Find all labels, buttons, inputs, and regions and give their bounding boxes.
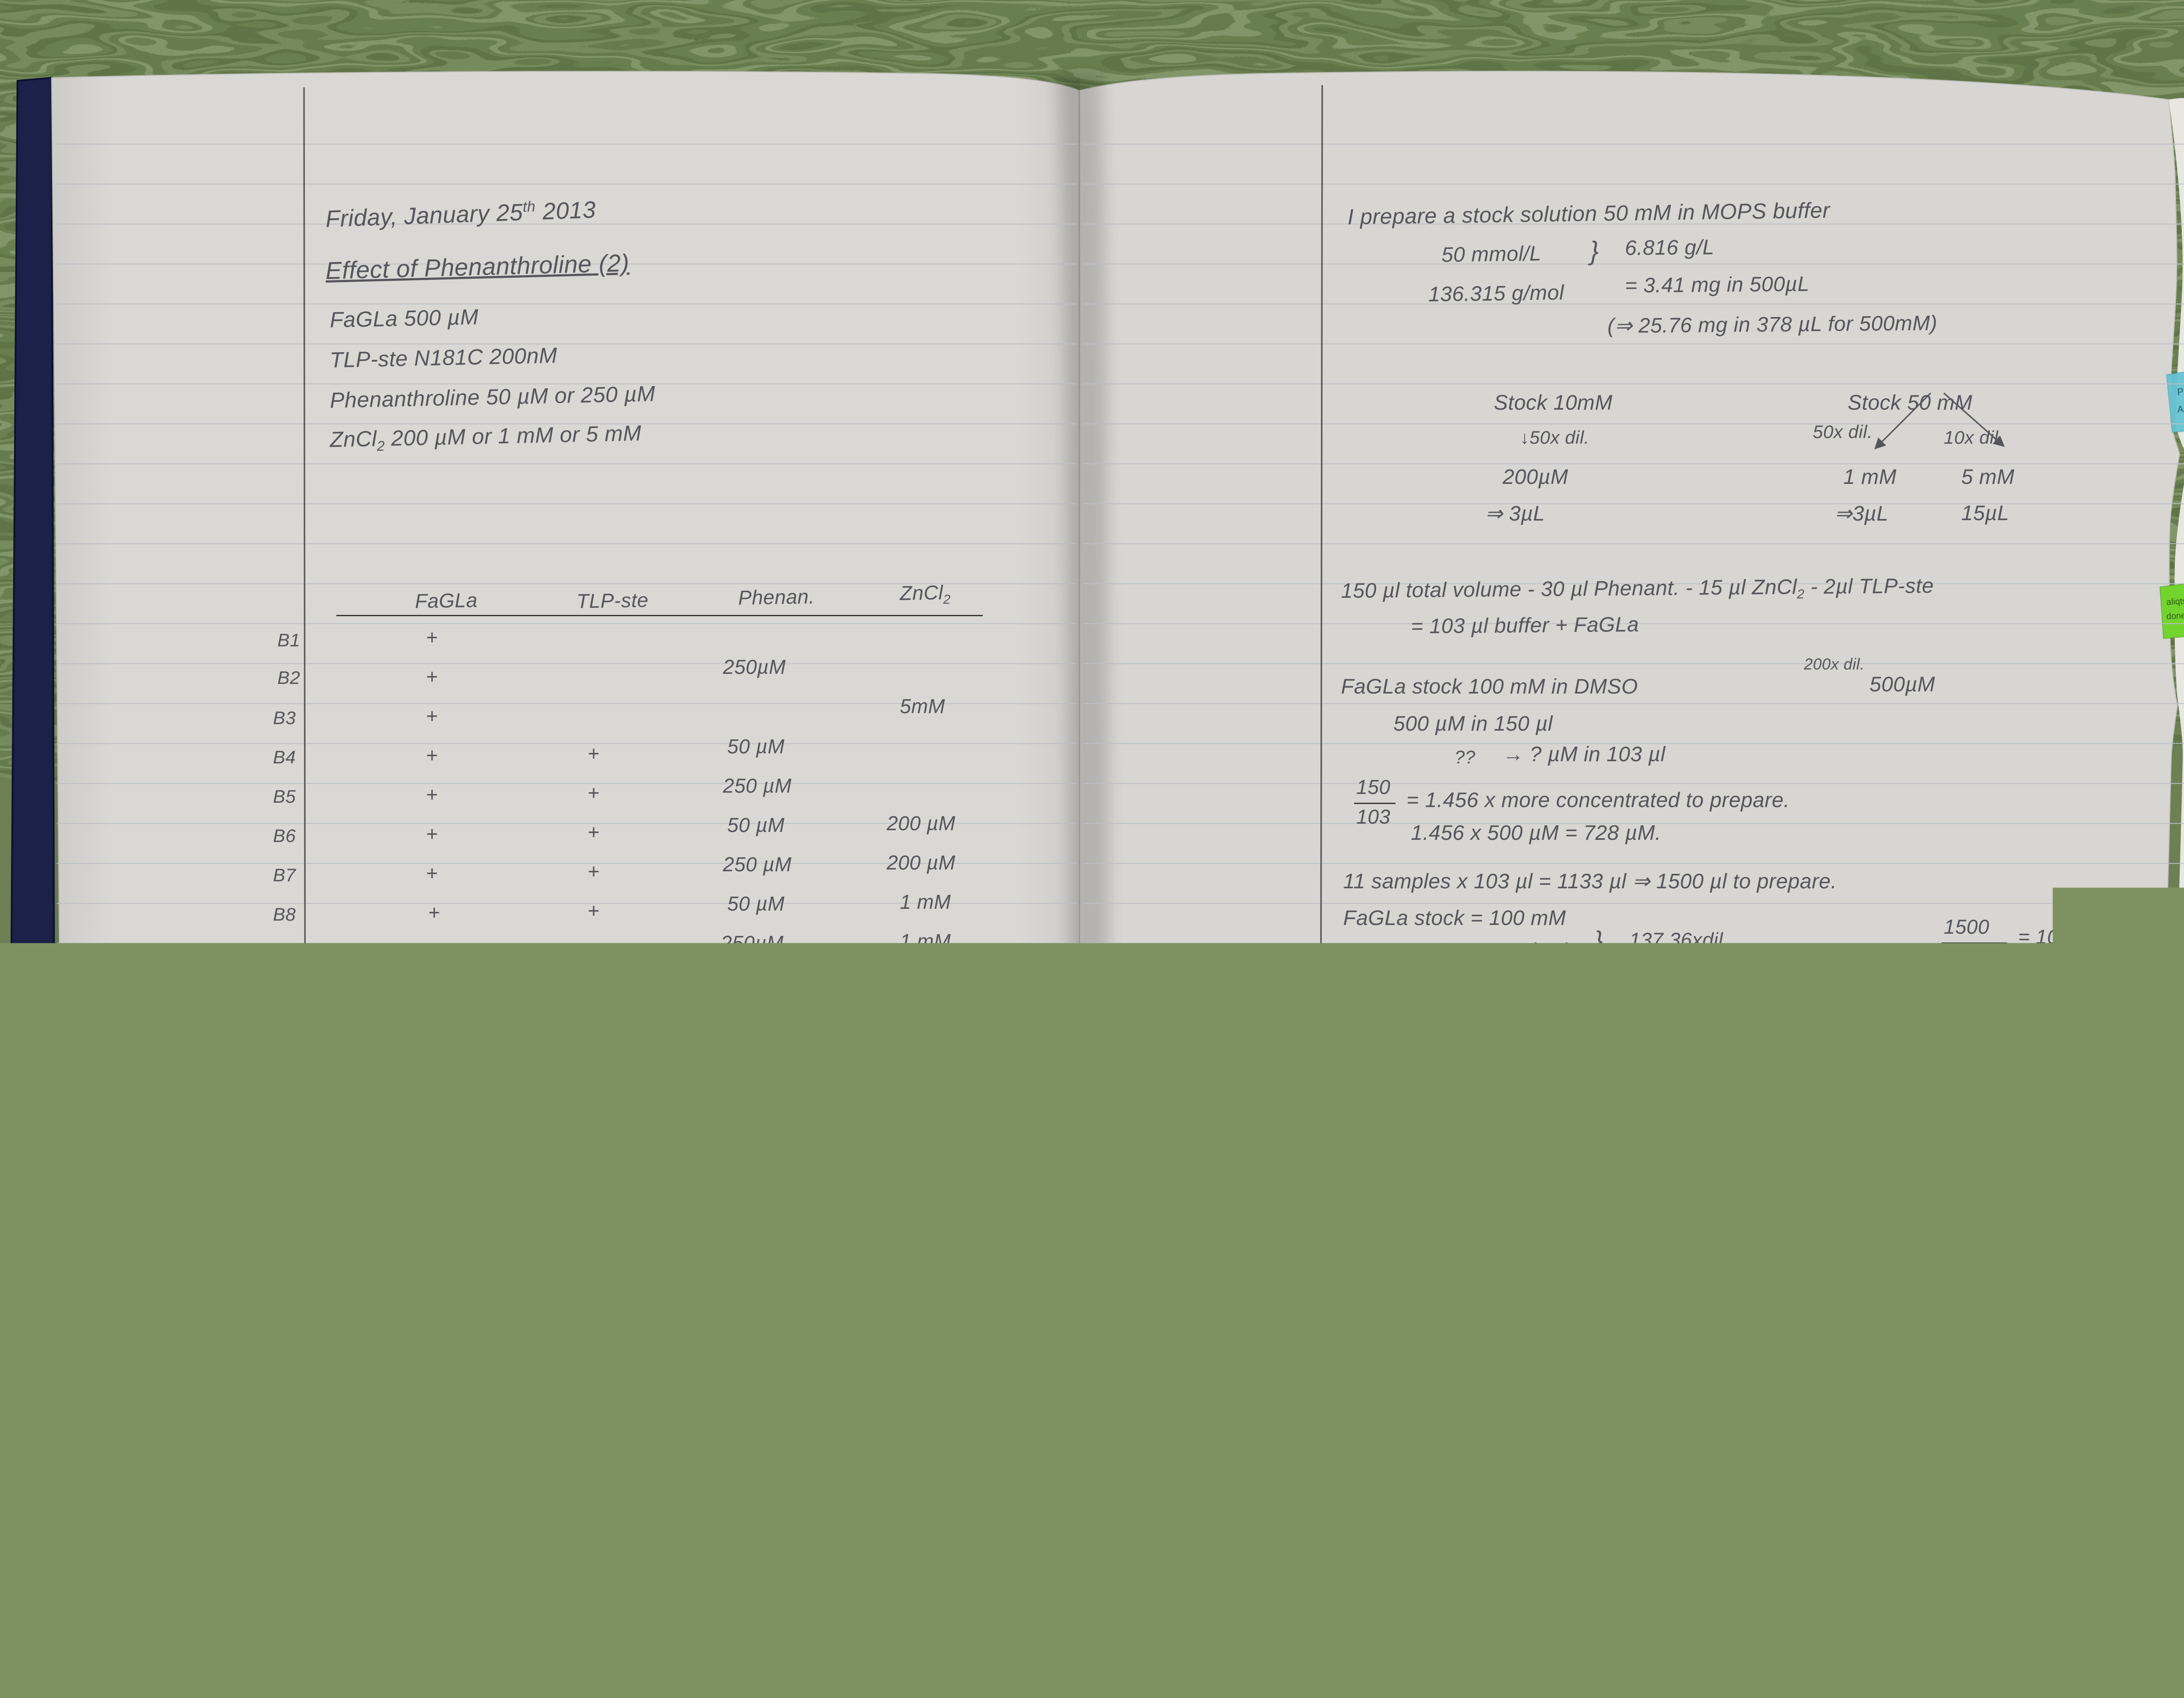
- svg-text:0.26: 0.26: [1346, 1360, 1371, 1378]
- svg-text:again !: again !: [1812, 1435, 1864, 1459]
- svg-text:FaGLa + TLP + Phen 250 uM: FaGLa + TLP + Phen 250 uM: [1713, 1160, 1845, 1176]
- svg-text:▽: ▽: [1705, 1147, 1711, 1157]
- svg-text:FaGLa + Phen 250 uM: FaGLa + Phen 250 uM: [1714, 1115, 1816, 1130]
- svg-text:Time (min): Time (min): [1559, 1522, 1630, 1543]
- svg-text:!: !: [343, 1048, 347, 1065]
- svg-text:FaGLa: FaGLa: [1714, 1100, 1745, 1113]
- svg-text:0.30: 0.30: [1350, 1132, 1375, 1150]
- svg-text:◆: ◆: [1705, 1162, 1711, 1172]
- svg-text:0.27: 0.27: [1347, 1304, 1372, 1321]
- svg-text:✱: ✱: [1703, 1253, 1710, 1263]
- svg-text:■: ■: [1706, 1102, 1711, 1112]
- svg-text:10: 10: [1448, 1495, 1463, 1512]
- svg-text:0.24: 0.24: [1344, 1475, 1368, 1492]
- svg-text:15: 15: [1487, 1496, 1501, 1513]
- svg-text:+ ZnCl2: + ZnCl2: [1588, 1096, 1638, 1118]
- svg-text:0.31: 0.31: [1351, 1075, 1376, 1093]
- svg-text:Absorbance 345 nm: Absorbance 345 nm: [1324, 1206, 1343, 1363]
- svg-text:●: ●: [1706, 1117, 1711, 1127]
- svg-text:FaGLa + TLP + Phen 50 uM: FaGLa + TLP + Phen 50 uM: [1714, 1145, 1840, 1161]
- svg-text:⇒ do it: ⇒ do it: [1801, 1402, 1854, 1425]
- svg-text:20: 20: [1525, 1497, 1540, 1514]
- svg-text:30: 30: [1602, 1498, 1616, 1515]
- svg-text:FaGLa + Zn 5 mM: FaGLa + Zn 5 mM: [1714, 1130, 1796, 1145]
- svg-text:0.25: 0.25: [1344, 1418, 1369, 1435]
- svg-text:0.28: 0.28: [1348, 1246, 1373, 1264]
- svg-text:0.29: 0.29: [1349, 1189, 1374, 1207]
- svg-text:▶: ▶: [1704, 1192, 1711, 1202]
- svg-text:▲: ▲: [1706, 1132, 1713, 1142]
- svg-text:25: 25: [1563, 1498, 1578, 1515]
- svg-text:5: 5: [1414, 1495, 1421, 1512]
- svg-text:45: 45: [1717, 1501, 1731, 1518]
- svg-text:50: 50: [1755, 1501, 1769, 1519]
- svg-text:◀: ◀: [1705, 1177, 1711, 1187]
- svg-text:0: 0: [1375, 1494, 1383, 1511]
